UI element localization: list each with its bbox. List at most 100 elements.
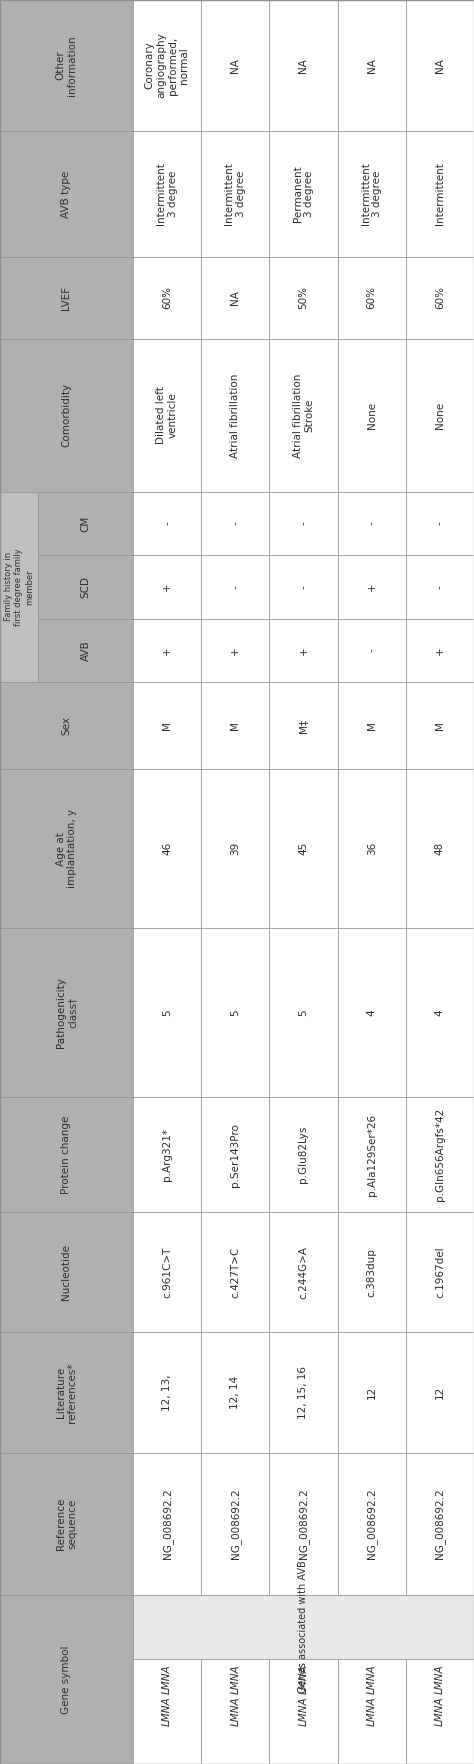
Bar <box>201 1595 269 1764</box>
Text: None: None <box>367 402 377 429</box>
Bar <box>133 619 201 683</box>
Bar <box>0 0 133 131</box>
Bar <box>133 683 201 769</box>
Bar <box>406 556 474 619</box>
Bar <box>269 258 337 339</box>
Bar <box>406 1595 474 1764</box>
Bar <box>269 492 337 556</box>
Text: -: - <box>367 649 377 653</box>
Bar <box>406 1332 474 1452</box>
Text: 12, 14: 12, 14 <box>230 1376 240 1409</box>
Bar <box>0 1595 133 1764</box>
Bar <box>337 928 406 1097</box>
Bar <box>38 556 133 619</box>
Bar <box>201 131 269 258</box>
Text: Literature
references*: Literature references* <box>56 1362 77 1422</box>
Text: Nucleotide: Nucleotide <box>62 1244 72 1300</box>
Bar <box>337 258 406 339</box>
Text: NG_008692.2: NG_008692.2 <box>230 1489 241 1559</box>
Text: Other
information: Other information <box>56 35 77 95</box>
Text: p.Ala129Ser*26: p.Ala129Ser*26 <box>367 1113 377 1196</box>
Text: Coronary
angiography
performed,
normal: Coronary angiography performed, normal <box>145 34 190 99</box>
Text: Comorbidity: Comorbidity <box>62 383 72 448</box>
Bar <box>133 1332 201 1452</box>
Bar <box>337 683 406 769</box>
Text: +: + <box>162 582 172 591</box>
Bar <box>0 492 38 683</box>
Text: Permanent
3 degree: Permanent 3 degree <box>293 166 314 222</box>
Text: M: M <box>435 721 445 730</box>
Text: LMNA: LMNA <box>230 1697 240 1727</box>
Text: -: - <box>230 586 240 589</box>
Text: +: + <box>435 646 445 654</box>
Text: 4: 4 <box>435 1009 445 1016</box>
Bar <box>337 1658 406 1764</box>
Text: Intermittent
3 degree: Intermittent 3 degree <box>156 162 178 226</box>
Text: p.Arg321*: p.Arg321* <box>162 1129 172 1182</box>
Text: p.Ser143Pro: p.Ser143Pro <box>230 1122 240 1187</box>
Bar <box>0 928 133 1097</box>
Text: -: - <box>367 522 377 526</box>
Bar <box>406 769 474 928</box>
Text: M: M <box>162 721 172 730</box>
Bar <box>337 339 406 492</box>
Text: None: None <box>435 402 445 429</box>
Bar <box>133 339 201 492</box>
Text: Pathogenicity
class†: Pathogenicity class† <box>56 977 77 1048</box>
Bar <box>201 339 269 492</box>
Bar <box>201 258 269 339</box>
Bar <box>269 928 337 1097</box>
Text: NA: NA <box>230 58 240 72</box>
Text: c.383dup: c.383dup <box>367 1247 377 1297</box>
Text: c.244G>A: c.244G>A <box>299 1245 309 1298</box>
Bar <box>406 683 474 769</box>
Text: NG_008692.2: NG_008692.2 <box>162 1489 173 1559</box>
Text: CM: CM <box>81 515 91 531</box>
Text: M: M <box>230 721 240 730</box>
Text: NG_008692.2: NG_008692.2 <box>435 1489 446 1559</box>
Text: c.961C>T: c.961C>T <box>162 1247 172 1298</box>
Bar <box>201 769 269 928</box>
Bar <box>337 1595 406 1764</box>
Text: LMNA: LMNA <box>367 1665 377 1693</box>
Bar <box>406 0 474 131</box>
Text: Atrial fibrillation: Atrial fibrillation <box>230 374 240 457</box>
Bar <box>0 1332 133 1452</box>
Text: -: - <box>162 522 172 526</box>
Bar <box>406 492 474 556</box>
Bar <box>406 258 474 339</box>
Text: 60%: 60% <box>435 286 445 309</box>
Bar <box>0 1452 133 1595</box>
Bar <box>337 1097 406 1212</box>
Bar <box>133 769 201 928</box>
Bar <box>133 1595 474 1658</box>
Text: 45: 45 <box>299 841 309 856</box>
Text: Genes associated with AVB: Genes associated with AVB <box>299 1561 309 1693</box>
Text: -: - <box>435 586 445 589</box>
Bar <box>38 492 133 556</box>
Text: 12, 15, 16: 12, 15, 16 <box>299 1365 309 1418</box>
Bar <box>406 1097 474 1212</box>
Text: +: + <box>230 646 240 654</box>
Bar <box>133 1658 201 1764</box>
Text: Reference
sequence: Reference sequence <box>56 1498 77 1551</box>
Text: NA: NA <box>299 58 309 72</box>
Bar <box>406 1212 474 1332</box>
Text: 4: 4 <box>367 1009 377 1016</box>
Bar <box>38 619 133 683</box>
Text: 12: 12 <box>367 1387 377 1399</box>
Bar <box>133 131 201 258</box>
Bar <box>0 769 133 928</box>
Text: AVB type: AVB type <box>62 171 72 217</box>
Bar <box>406 928 474 1097</box>
Bar <box>133 1595 201 1764</box>
Text: LMNA: LMNA <box>435 1697 445 1727</box>
Bar <box>269 1595 337 1764</box>
Text: NA: NA <box>230 291 240 305</box>
Bar <box>201 1212 269 1332</box>
Text: LMNA: LMNA <box>435 1665 445 1693</box>
Bar <box>406 339 474 492</box>
Bar <box>406 1658 474 1764</box>
Bar <box>269 0 337 131</box>
Bar <box>201 1658 269 1764</box>
